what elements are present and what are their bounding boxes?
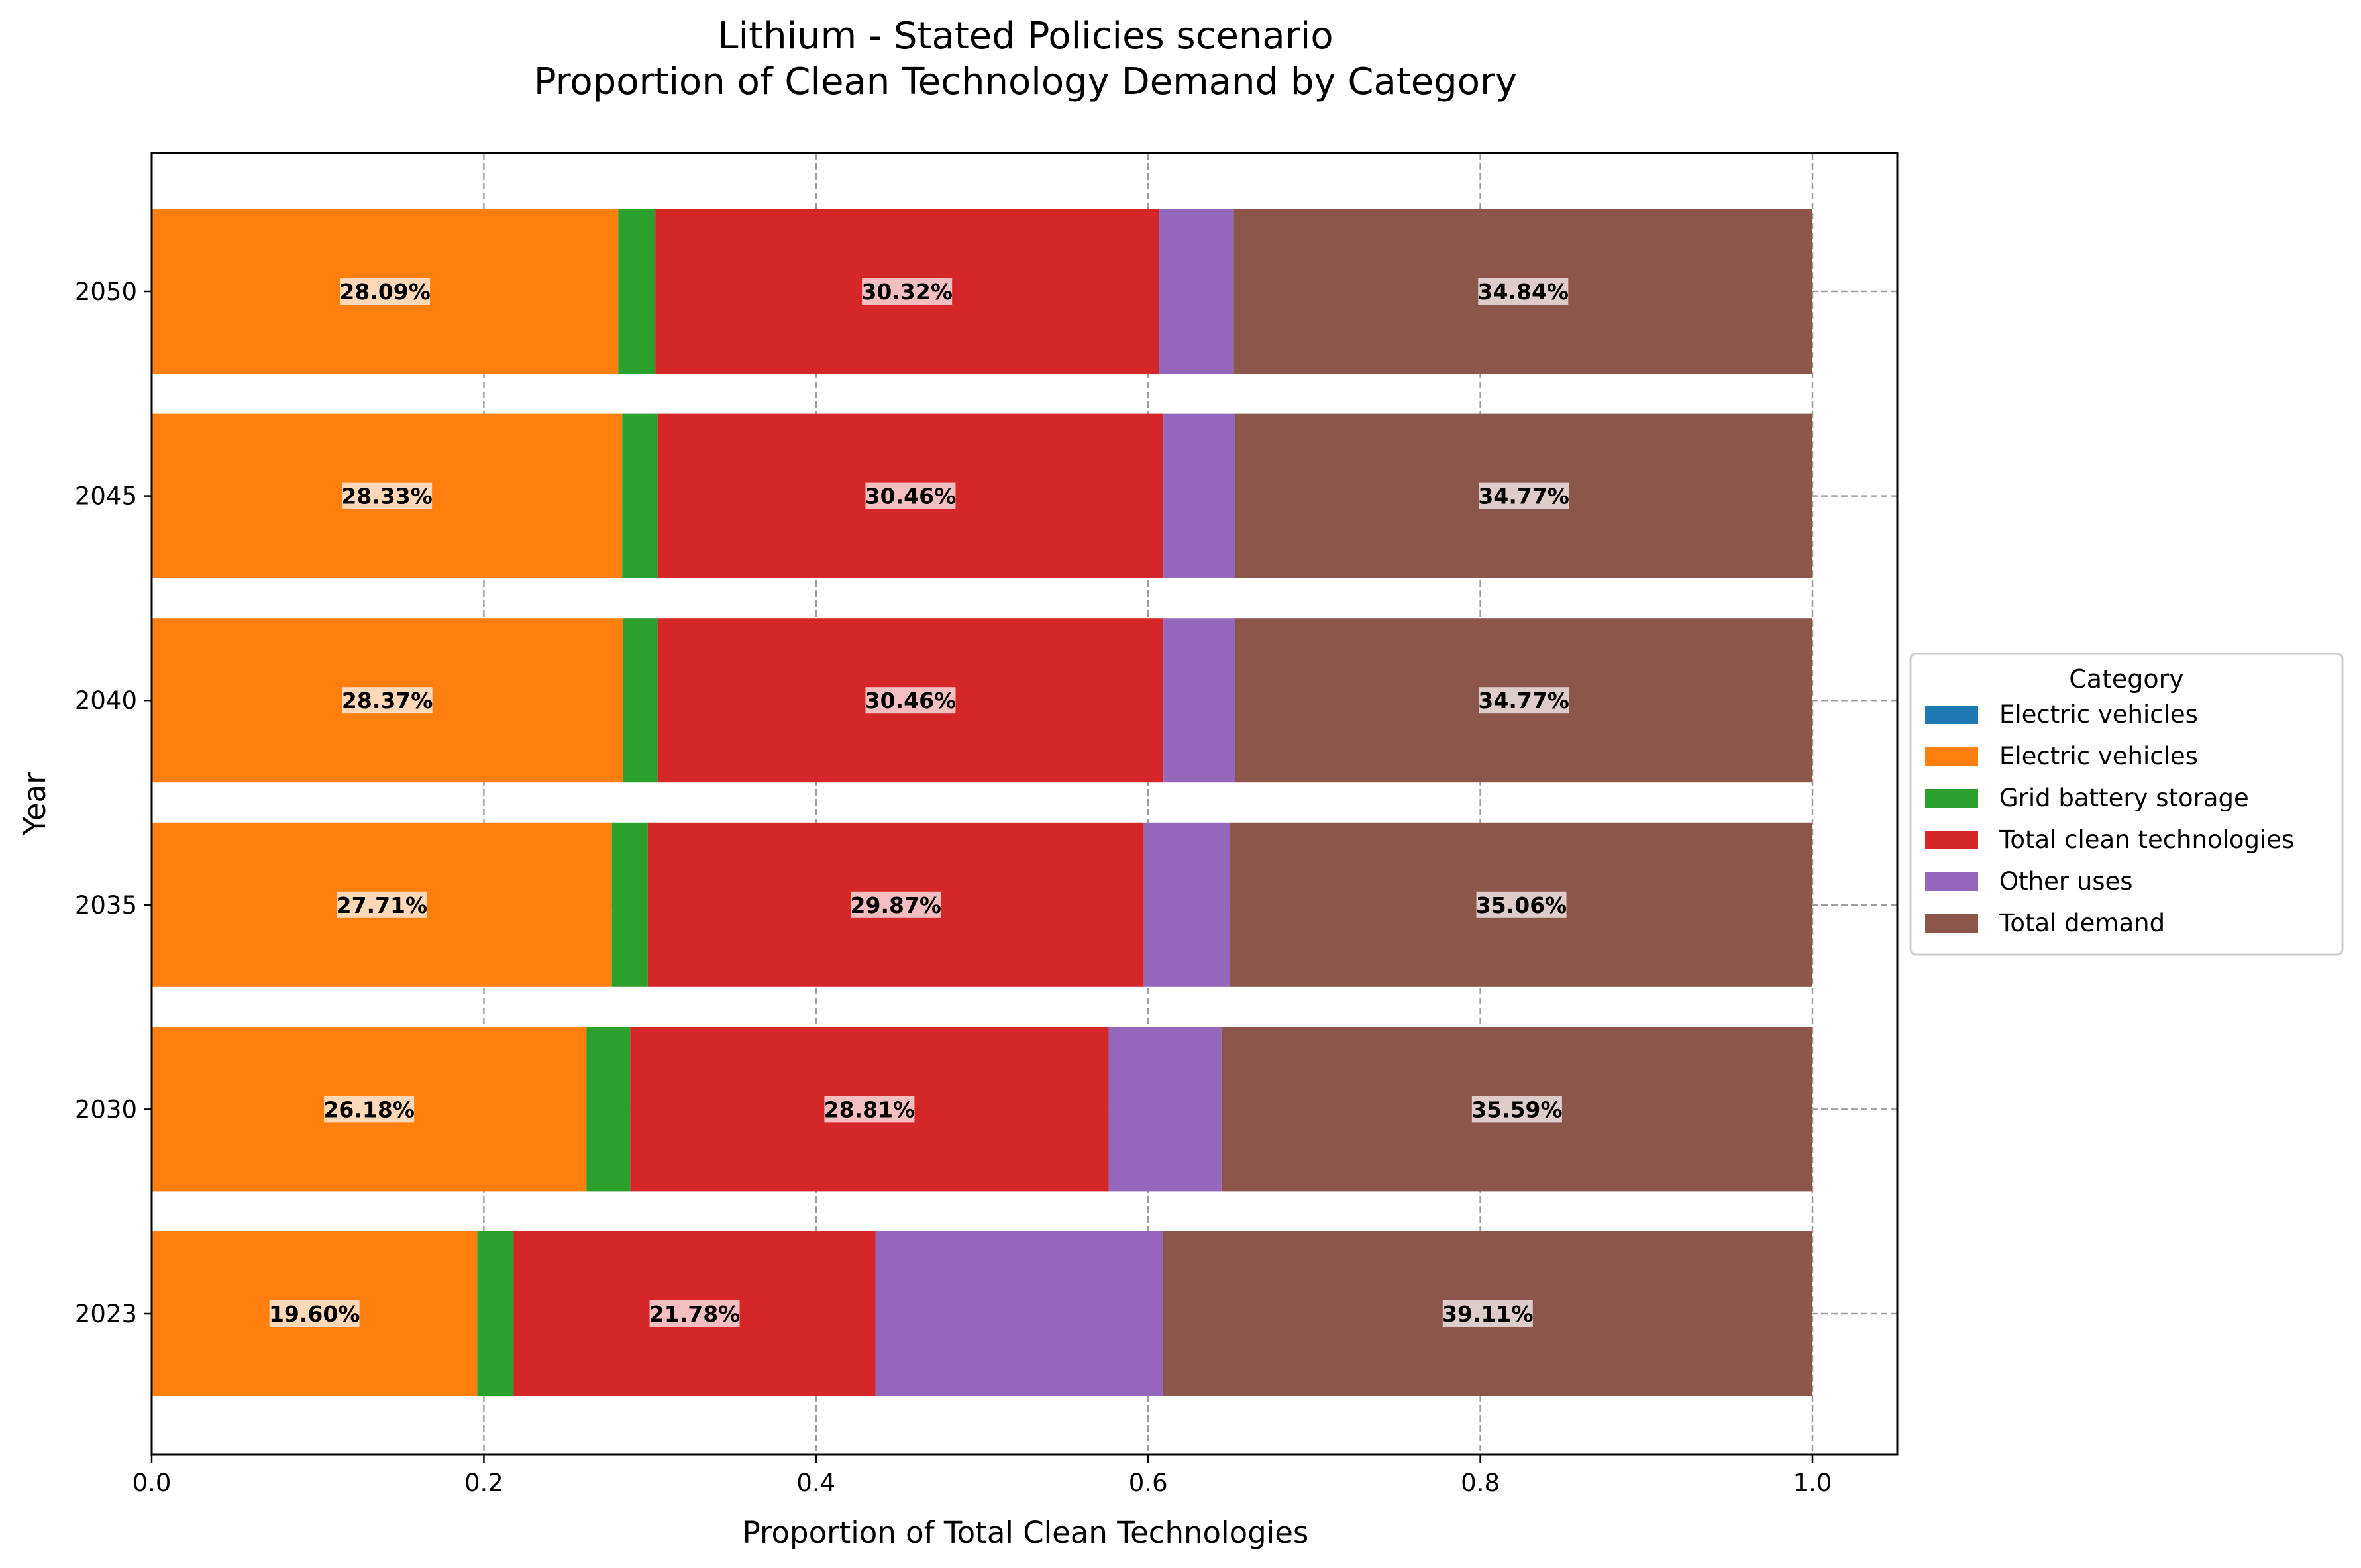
legend-swatch [1925,789,1978,808]
x-tick-label: 0.8 [1461,1469,1500,1497]
data-label: 34.84% [1478,279,1569,305]
bar-segment [586,1027,631,1192]
data-label: 30.46% [865,688,956,713]
data-label-background [1476,891,1567,918]
legend-entry: Electric vehicles [1999,700,2198,729]
legend-swatch [1925,706,1978,724]
data-label: 19.60% [269,1301,360,1327]
data-label-background [1479,687,1569,714]
legend-swatch [1925,872,1978,891]
data-label-background [1471,1096,1562,1123]
x-axis-label: Proportion of Total Clean Technologies [743,1515,1309,1550]
data-label-background [340,278,431,305]
chart-subtitle: Proportion of Clean Technology Demand by… [534,60,1517,103]
data-label-background [1479,482,1569,509]
bar-segment [1163,413,1235,578]
legend-swatch [1925,831,1978,849]
data-label-background [342,482,433,509]
data-label: 26.18% [323,1096,414,1122]
data-label-background [865,482,956,509]
legend-swatch [1925,914,1978,933]
y-tick-label: 2035 [75,891,137,919]
data-label: 28.81% [824,1096,915,1122]
y-tick-label: 2045 [75,482,137,511]
bar-segment [1163,618,1235,783]
bar-segment [1159,209,1234,374]
y-tick-label: 2030 [75,1095,137,1124]
data-label-background [269,1300,360,1327]
legend-entry: Total demand [1999,909,2165,937]
data-label-background [649,1300,740,1327]
data-label: 27.71% [337,892,427,918]
x-axis: 0.0 0.2 0.4 0.6 0.8 1.0 [132,1455,1832,1497]
data-label: 28.37% [342,688,433,713]
data-label-background [337,891,427,918]
y-axis: 2023 2030 2035 2040 2045 2050 [75,278,152,1328]
bar-segment [477,1231,514,1396]
data-label: 34.77% [1478,484,1569,509]
legend-entry: Grid battery storage [1999,784,2249,812]
bar-segment [1108,1027,1222,1192]
data-label: 28.33% [341,484,432,509]
data-label-background [824,1096,915,1123]
x-tick-label: 1.0 [1793,1469,1832,1497]
data-label-background [1478,278,1569,305]
x-tick-label: 0.0 [132,1469,172,1497]
data-label-background [862,278,953,305]
legend-entry: Total clean technologies [1999,825,2294,854]
x-tick-label: 0.6 [1129,1469,1168,1497]
data-label: 21.78% [649,1301,740,1327]
data-label: 35.59% [1471,1096,1562,1122]
y-tick-label: 2023 [75,1300,137,1328]
legend-frame [1909,653,2344,956]
bar-segment [623,618,658,783]
data-label: 34.77% [1478,688,1569,713]
legend: Category Electric vehicles Electric vehic… [1909,653,2344,956]
data-label: 39.11% [1442,1301,1533,1327]
bar-segment [875,1231,1163,1396]
chart-title: Lithium - Stated Policies scenario [717,15,1333,58]
data-label-background [342,687,433,714]
legend-entry: Electric vehicles [1999,742,2198,770]
data-label: 29.87% [851,892,941,918]
data-label: 28.09% [339,279,430,305]
data-label-background [865,687,956,714]
bar-segment [611,822,648,987]
legend-entry: Other uses [1999,867,2133,896]
data-label-background [324,1096,415,1123]
legend-title: Category [2069,664,2184,694]
data-label-background [851,891,941,918]
data-label-background [1442,1300,1533,1327]
bar-segment [622,413,658,578]
plot-area-frame [150,152,1899,1456]
data-label: 30.32% [861,279,952,305]
x-tick-label: 0.4 [796,1469,835,1497]
data-labels: 19.60% 21.78% 39.11% 26.18% 28.81% 35.59% 27.7… [269,278,1569,1327]
bar-segment [618,209,656,374]
y-axis-label: Year [17,772,52,836]
y-tick-label: 2050 [75,278,137,306]
y-tick-label: 2040 [75,686,137,715]
data-label: 30.46% [865,484,956,509]
bar-segment [1143,822,1231,987]
data-label: 35.06% [1476,892,1567,918]
x-tick-label: 0.2 [464,1469,503,1497]
legend-swatch [1925,747,1978,766]
